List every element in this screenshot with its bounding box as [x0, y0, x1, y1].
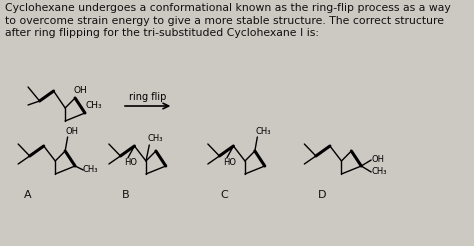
Text: OH: OH — [73, 86, 87, 95]
Text: Cyclohexane undergoes a conformational known as the ring-flip process as a way: Cyclohexane undergoes a conformational k… — [5, 3, 451, 13]
Text: HO: HO — [124, 158, 137, 167]
Text: CH₃: CH₃ — [82, 165, 98, 173]
Text: OH: OH — [371, 155, 384, 165]
Text: CH₃: CH₃ — [147, 134, 163, 143]
Text: CH₃: CH₃ — [255, 127, 271, 136]
Text: A: A — [24, 190, 32, 200]
Text: B: B — [121, 190, 129, 200]
Text: CH₃: CH₃ — [371, 168, 387, 176]
Text: CH₃: CH₃ — [86, 101, 102, 110]
Text: C: C — [220, 190, 228, 200]
Text: D: D — [318, 190, 326, 200]
Text: HO: HO — [223, 158, 236, 167]
Text: OH: OH — [66, 127, 79, 136]
Text: ring flip: ring flip — [129, 92, 166, 102]
Text: to overcome strain energy to give a more stable structure. The correct structure: to overcome strain energy to give a more… — [5, 15, 444, 26]
Text: after ring flipping for the tri-substituded Cyclohexane I is:: after ring flipping for the tri-substitu… — [5, 28, 319, 38]
